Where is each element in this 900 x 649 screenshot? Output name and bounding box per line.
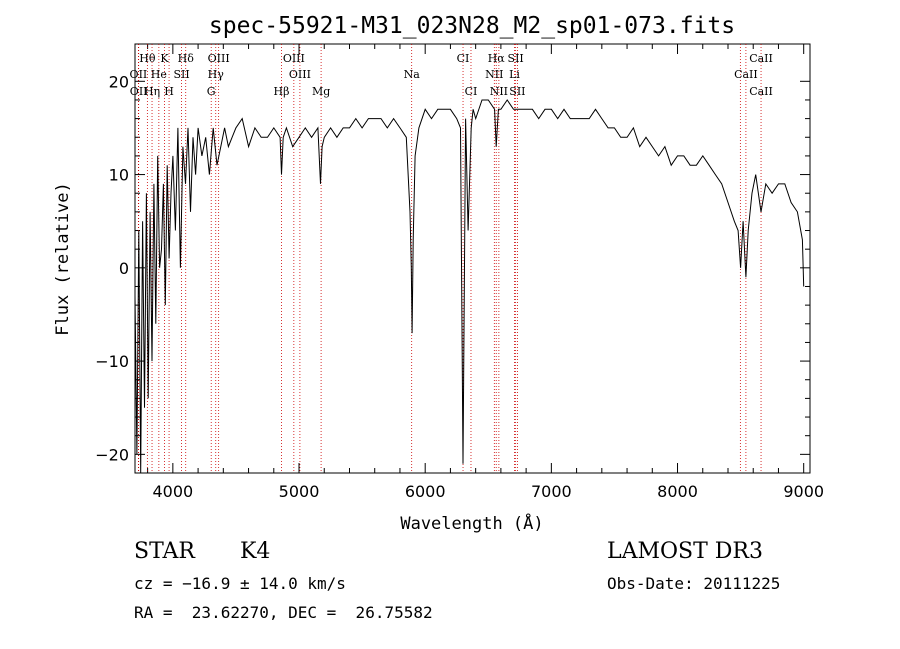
line-label: CI <box>457 52 470 65</box>
x-tick-label: 9000 <box>783 482 824 501</box>
y-tick-label: 20 <box>109 72 129 91</box>
y-tick-label: 0 <box>119 259 129 278</box>
x-tick-label: 5000 <box>279 482 320 501</box>
y-tick-label: 10 <box>109 166 129 185</box>
line-label: Hα <box>488 52 506 65</box>
y-tick-label: −20 <box>95 445 129 464</box>
x-tick-label: 6000 <box>405 482 446 501</box>
redshift-text: cz = −16.9 ± 14.0 km/s <box>134 574 346 593</box>
spectrum-line <box>134 99 805 474</box>
line-label: NII <box>490 85 508 98</box>
survey-label: LAMOST DR3 <box>607 539 763 564</box>
chart-title: spec-55921-M31_023N28_M2_sp01-073.fits <box>209 13 735 39</box>
line-label: Hδ <box>178 52 195 65</box>
x-tick-label: 4000 <box>152 482 193 501</box>
plot-frame <box>134 43 811 474</box>
line-label: SII <box>173 68 189 81</box>
line-label: CaII <box>749 85 773 98</box>
spectral-subclass: K4 <box>240 539 271 564</box>
line-label: He <box>151 68 167 81</box>
line-label: NII <box>485 68 503 81</box>
obs-date-text: Obs-Date: 20111225 <box>607 574 781 593</box>
line-label: Hβ <box>274 85 290 98</box>
line-label: CaII <box>749 52 773 65</box>
line-label: OIII <box>208 52 230 65</box>
y-axis-label: Flux (relative) <box>53 182 73 336</box>
line-label: Hγ <box>208 68 225 81</box>
line-label: OIII <box>289 68 311 81</box>
x-tick-label: 8000 <box>657 482 698 501</box>
object-class: STAR <box>134 539 195 564</box>
y-tick-label: −10 <box>95 352 129 371</box>
line-label: OII <box>130 85 148 98</box>
line-label: OII <box>130 68 148 81</box>
line-label: H <box>164 85 174 98</box>
line-label: Li <box>509 68 520 81</box>
line-label: CI <box>465 85 478 98</box>
line-label: K <box>160 52 169 65</box>
x-tick-label: 7000 <box>531 482 572 501</box>
line-label: SII <box>509 85 525 98</box>
line-label: Hθ <box>139 52 156 65</box>
line-label: Na <box>404 68 421 81</box>
line-label: SII <box>508 52 524 65</box>
line-label: G <box>207 85 216 98</box>
line-label: OIII <box>283 52 305 65</box>
line-label: Mg <box>312 85 330 98</box>
line-label: Hη <box>144 85 160 98</box>
line-label: CaII <box>734 68 758 81</box>
coordinates-text: RA = 23.62270, DEC = 26.75582 <box>134 603 433 622</box>
x-axis-label: Wavelength (Å) <box>400 512 543 534</box>
